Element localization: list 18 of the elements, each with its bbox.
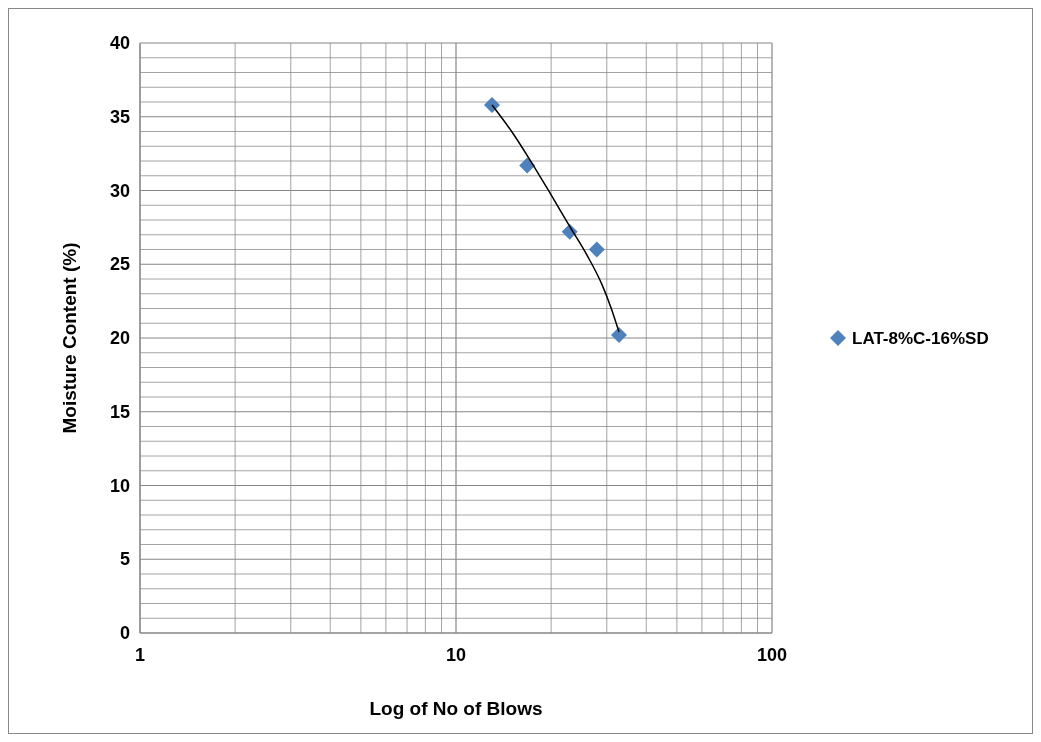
- x-tick-label: 100: [756, 645, 788, 665]
- point: [519, 157, 536, 174]
- legend-label: LAT-8%C-16%SD: [852, 329, 989, 348]
- point: [484, 96, 501, 113]
- y-tick-label: 10: [109, 475, 130, 496]
- point: [588, 241, 605, 258]
- y-tick-label: 0: [119, 623, 130, 643]
- x-tick-label: 1: [134, 645, 146, 665]
- y-axis-title: Moisture Content (%): [59, 242, 80, 434]
- y-tick-label: 20: [109, 328, 130, 348]
- y-tick-label: 25: [109, 254, 130, 275]
- y-tick-label: 40: [109, 33, 130, 53]
- y-tick-label: 30: [109, 180, 130, 201]
- y-tick-label: 5: [119, 549, 130, 570]
- y-tick-label: 35: [109, 106, 130, 127]
- x-tick-label: 10: [445, 645, 467, 665]
- x-axis-title: Log of No of Blows: [369, 698, 543, 719]
- y-tick-label: 15: [109, 401, 130, 422]
